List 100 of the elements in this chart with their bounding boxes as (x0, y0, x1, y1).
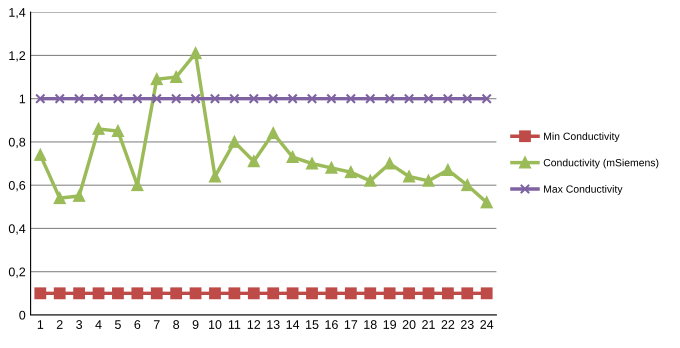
point (34, 149, 46, 161)
y-tick-label: 0,2 (8, 267, 26, 278)
point (92, 287, 104, 300)
legend-label: Conductivity (mSiemens) (544, 158, 658, 168)
point (248, 93, 260, 104)
point (461, 179, 474, 192)
point (209, 287, 221, 300)
point (287, 93, 298, 104)
point (326, 93, 337, 104)
x-tick-label: 19 (384, 320, 396, 329)
point (326, 287, 338, 300)
point (267, 287, 280, 300)
point (442, 287, 454, 300)
point (286, 151, 299, 163)
legend-label: Min Conductivity (544, 132, 620, 142)
x-tick-label: 3 (76, 320, 82, 329)
point (92, 123, 104, 135)
point (74, 93, 84, 104)
y-tick-label: 0,6 (8, 180, 26, 192)
point (54, 192, 66, 204)
point (481, 93, 492, 104)
point (268, 93, 278, 104)
point (384, 287, 396, 300)
y-tick-label: 0,8 (8, 138, 26, 148)
point (132, 93, 143, 104)
x-tick-label: 11 (228, 320, 240, 329)
point (403, 287, 415, 300)
point (228, 287, 240, 300)
x-tick-label: 10 (208, 320, 222, 329)
point (35, 93, 46, 104)
point (248, 287, 260, 300)
point (54, 93, 65, 104)
point (209, 170, 221, 182)
point (422, 174, 434, 187)
x-tick-label: 17 (344, 320, 358, 329)
x-tick-label: 2 (56, 320, 63, 329)
point (112, 93, 124, 104)
point (442, 164, 454, 176)
point (384, 93, 395, 104)
x-tick-label: 15 (306, 320, 318, 329)
point (364, 174, 376, 187)
point (422, 287, 434, 300)
point (54, 287, 66, 300)
point (346, 93, 356, 104)
point (306, 93, 318, 104)
point (190, 93, 201, 104)
x-tick-label: 7 (154, 320, 160, 329)
point (286, 287, 299, 300)
point (93, 93, 104, 104)
x-tick-label: 22 (442, 320, 454, 329)
point (210, 93, 220, 104)
x-tick-label: 18 (364, 320, 377, 329)
x-tick-label: 21 (422, 320, 435, 329)
y-tick-label: 1,4 (9, 8, 26, 18)
y-tick-label: 0,4 (8, 224, 26, 235)
point (152, 93, 162, 104)
point (326, 162, 338, 174)
y-tick-label: 1,2 (9, 51, 26, 62)
point (170, 93, 182, 104)
x-tick-label: 8 (173, 320, 180, 329)
point (344, 166, 357, 178)
x-tick-label: 14 (286, 320, 300, 329)
point (112, 287, 124, 300)
x-tick-label: 9 (192, 320, 198, 329)
x-tick-label: 16 (325, 320, 338, 329)
point (73, 190, 86, 202)
x-tick-label: 24 (480, 320, 494, 329)
point (131, 287, 144, 300)
point (190, 47, 202, 60)
point (150, 73, 163, 86)
point (344, 287, 357, 300)
point (442, 93, 454, 104)
point (423, 93, 434, 104)
x-tick-label: 12 (248, 320, 260, 329)
point (228, 136, 240, 148)
point (462, 93, 472, 104)
point (73, 287, 86, 300)
point (365, 93, 376, 104)
x-tick-label: 1 (38, 320, 44, 329)
point (306, 287, 318, 300)
point (267, 127, 280, 140)
point (112, 125, 124, 138)
x-tick-label: 6 (134, 320, 140, 329)
point (364, 287, 376, 300)
point (170, 287, 182, 300)
point (480, 287, 493, 300)
legend-label: Max Conductivity (544, 185, 623, 195)
y-tick-label: 1 (20, 94, 26, 104)
point (384, 158, 396, 170)
point (34, 287, 46, 300)
x-tick-label: 5 (114, 320, 121, 329)
point (306, 158, 318, 170)
point (461, 287, 474, 300)
y-tick-label: 0 (19, 310, 26, 320)
point (170, 71, 182, 83)
point (150, 287, 163, 300)
x-tick-label: 23 (460, 320, 474, 329)
x-tick-label: 20 (402, 320, 416, 329)
x-tick-label: 13 (267, 320, 280, 329)
point (403, 170, 415, 182)
